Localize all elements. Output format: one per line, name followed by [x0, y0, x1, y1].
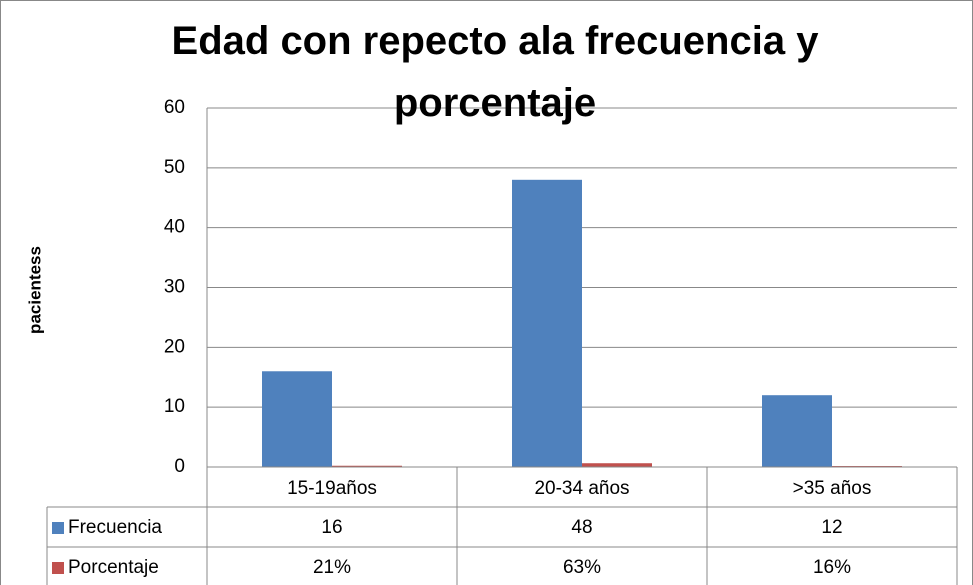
bar: [332, 465, 402, 467]
y-tick-label: 30: [164, 277, 185, 298]
table-value: 16: [321, 517, 342, 538]
bar: [262, 371, 332, 467]
bar: [582, 463, 652, 467]
legend-swatch: [52, 562, 64, 574]
y-tick-label: 10: [164, 396, 185, 417]
x-tick-label: 15-19años: [287, 478, 377, 499]
x-tick-label: >35 años: [793, 478, 872, 499]
table-value: 12: [821, 517, 842, 538]
chart-title: Edad con repecto ala frecuencia y porcen…: [171, 19, 819, 125]
table-value: 63%: [563, 557, 601, 578]
bar: [762, 395, 832, 467]
y-tick-label: 60: [164, 97, 185, 118]
y-tick-label: 50: [164, 157, 185, 178]
table-value: 21%: [313, 557, 351, 578]
bar: [512, 179, 582, 468]
legend-label: Frecuencia: [68, 517, 162, 538]
y-tick-label: 20: [164, 336, 185, 357]
table-value: 48: [571, 517, 592, 538]
y-axis-label: pacientess: [25, 246, 44, 334]
y-tick-label: 40: [164, 217, 185, 238]
legend-label: Porcentaje: [68, 557, 159, 578]
legend-swatch: [52, 522, 64, 534]
x-tick-label: 20-34 años: [534, 478, 629, 499]
table-value: 16%: [813, 557, 851, 578]
y-tick-label: 0: [174, 456, 185, 477]
